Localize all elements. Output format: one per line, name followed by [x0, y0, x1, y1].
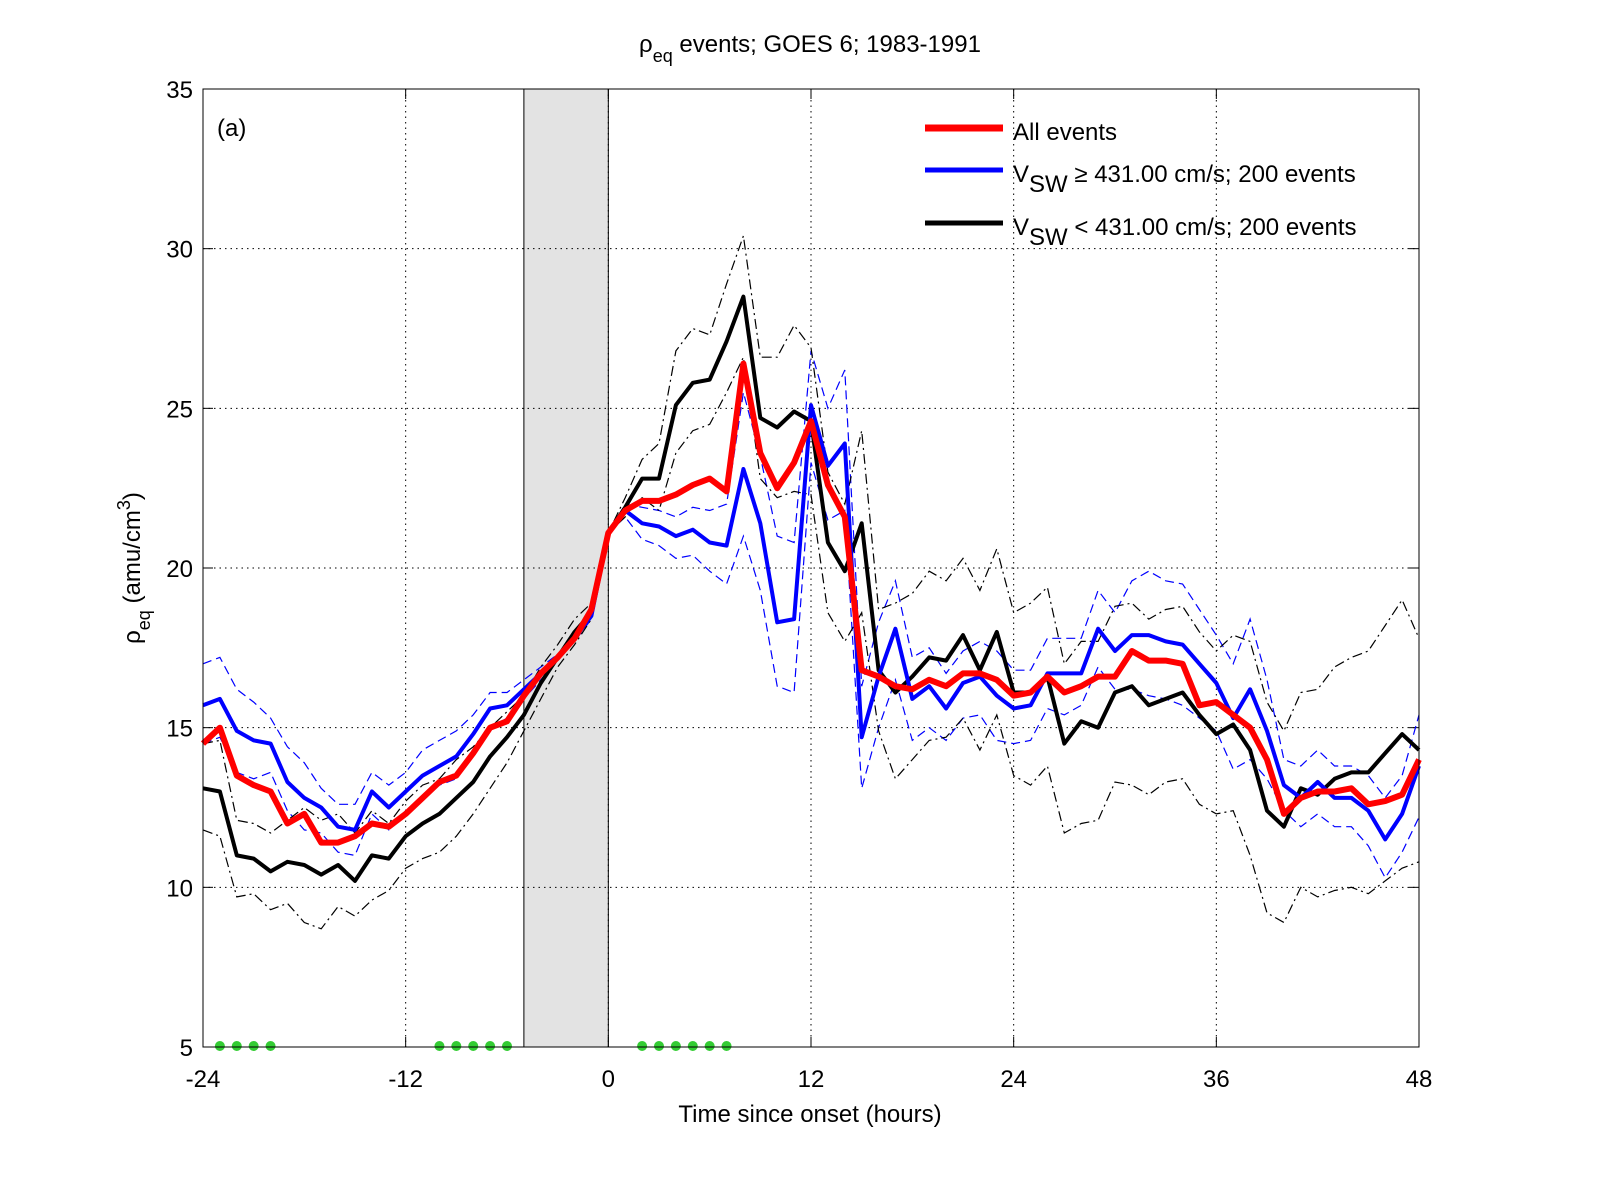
onset-marker [214, 1041, 225, 1051]
y-label-text: (amu/cm [119, 510, 146, 610]
x-tick-label: 0 [602, 1066, 615, 1093]
legend-base: V [1013, 161, 1029, 188]
x-tick-label: 12 [798, 1066, 825, 1093]
onset-marker [687, 1041, 698, 1051]
legend-base: V [1013, 214, 1029, 241]
chart-title: ρeq events; GOES 6; 1983-1991 [639, 31, 981, 66]
plot-frame [202, 88, 1420, 1048]
onset-marker [231, 1041, 242, 1051]
legend-text: < 431.00 cm/s; 200 events [1068, 214, 1357, 241]
onset-marker [485, 1041, 496, 1051]
onset-marker [654, 1041, 664, 1051]
y-tick-label: 15 [166, 716, 193, 743]
series-line [202, 403, 1421, 842]
y-tick-label: 25 [166, 396, 193, 423]
x-tick-label: 24 [1000, 1066, 1027, 1093]
x-axis-label: Time since onset (hours) [678, 1101, 941, 1128]
x-tick-label: -12 [388, 1066, 423, 1093]
onset-marker [451, 1041, 462, 1051]
y-axis-label: ρeq (amu/cm3) [114, 492, 154, 644]
y-label-subscript: eq [134, 610, 154, 630]
legend-label: VSW < 431.00 cm/s; 200 events [1013, 214, 1357, 251]
legend-label: All events [1013, 119, 1117, 146]
onset-marker [502, 1041, 512, 1051]
legend-label: VSW ≥ 431.00 cm/s; 200 events [1013, 161, 1356, 198]
title-symbol: ρ [639, 31, 653, 58]
y-label-end: ) [119, 492, 146, 500]
onset-marker [265, 1041, 276, 1051]
onset-marker [670, 1041, 681, 1051]
x-tick-label: 48 [1406, 1066, 1433, 1093]
panel-label: (a) [217, 115, 246, 142]
y-tick-label: 30 [166, 237, 193, 264]
legend-subscript: SW [1029, 171, 1068, 198]
legend-subscript: SW [1029, 224, 1068, 251]
y-tick-label: 10 [166, 875, 193, 902]
y-label-symbol: ρ [119, 630, 146, 644]
onset-marker [637, 1041, 648, 1051]
onset-marker [248, 1041, 259, 1051]
y-tick-label: 35 [166, 77, 193, 104]
envelope-line [202, 235, 1420, 834]
x-tick-label: 36 [1203, 1066, 1230, 1093]
title-text: events; GOES 6; 1983-1991 [673, 31, 981, 58]
y-tick-label: 20 [166, 556, 193, 583]
envelope-line [202, 355, 1420, 930]
y-label-superscript: 3 [114, 500, 134, 510]
onset-marker [434, 1041, 445, 1051]
series-line [200, 360, 1422, 846]
legend-text: ≥ 431.00 cm/s; 200 events [1068, 161, 1356, 188]
onset-marker [468, 1041, 479, 1051]
y-tick-label: 5 [180, 1035, 193, 1062]
x-tick-label: -24 [186, 1066, 221, 1093]
onset-marker [721, 1041, 732, 1051]
onset-marker [704, 1041, 715, 1051]
title-subscript: eq [653, 46, 673, 66]
